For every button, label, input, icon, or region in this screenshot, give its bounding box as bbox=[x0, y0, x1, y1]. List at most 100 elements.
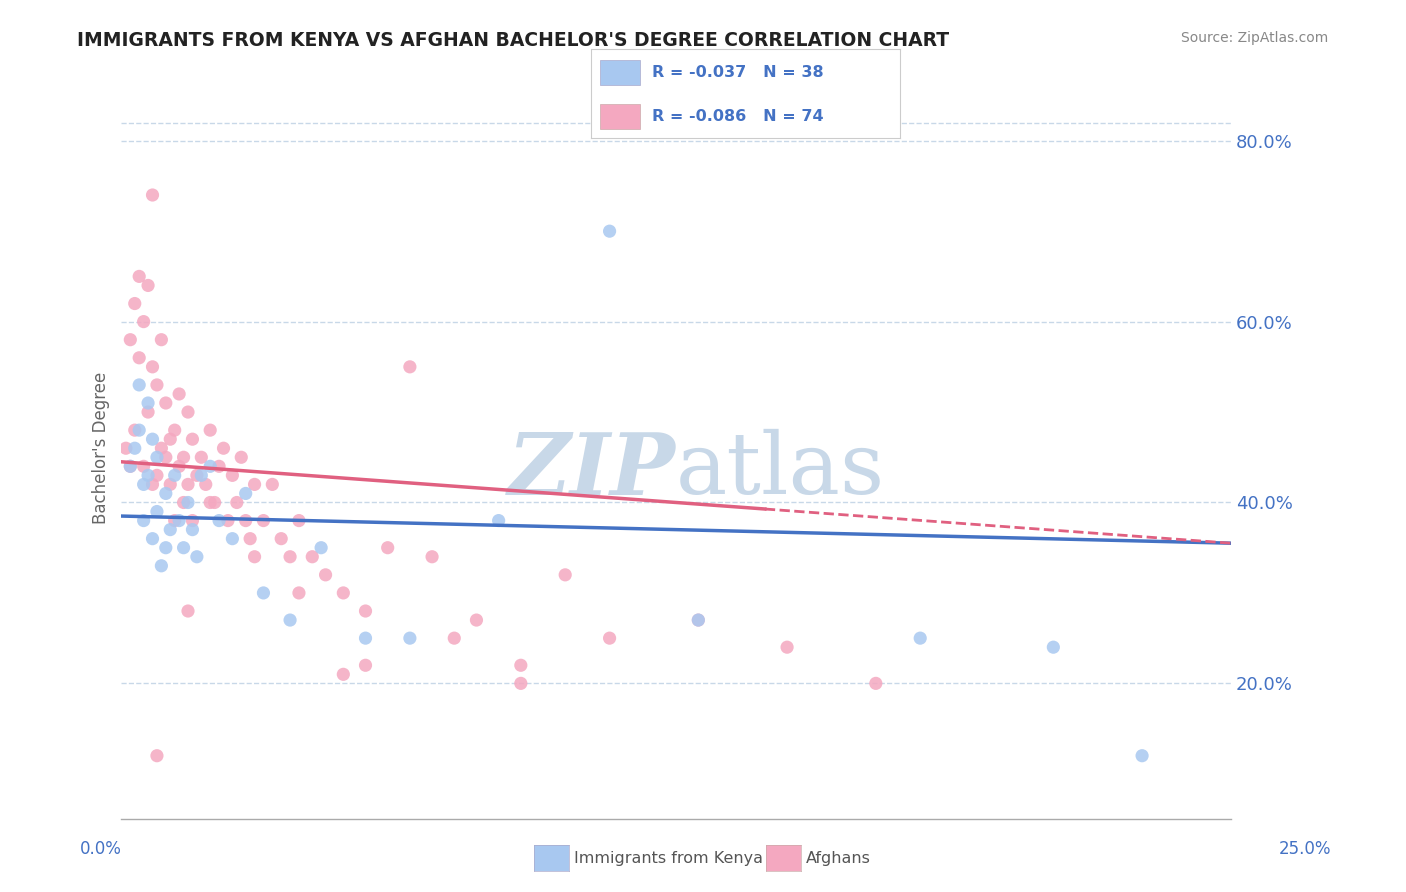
Point bbox=[208, 459, 231, 474]
Point bbox=[186, 549, 208, 564]
Point bbox=[332, 667, 354, 681]
Point bbox=[1042, 640, 1064, 655]
Point bbox=[354, 604, 377, 618]
Point bbox=[115, 441, 138, 455]
Point bbox=[262, 477, 284, 491]
Point bbox=[243, 477, 266, 491]
Point bbox=[159, 523, 181, 537]
Point bbox=[141, 532, 163, 546]
Point bbox=[181, 432, 204, 446]
Point bbox=[181, 514, 204, 528]
Point bbox=[163, 423, 186, 437]
Point bbox=[1130, 748, 1153, 763]
Point bbox=[146, 504, 169, 518]
Point bbox=[173, 495, 195, 509]
Point bbox=[177, 604, 200, 618]
Point bbox=[128, 269, 150, 284]
Point bbox=[159, 477, 181, 491]
Point bbox=[150, 333, 173, 347]
Point bbox=[136, 405, 159, 419]
Point bbox=[163, 468, 186, 483]
Text: Afghans: Afghans bbox=[806, 851, 870, 865]
Point bbox=[288, 514, 311, 528]
Text: Source: ZipAtlas.com: Source: ZipAtlas.com bbox=[1181, 31, 1329, 45]
Point bbox=[315, 567, 337, 582]
Point bbox=[301, 549, 323, 564]
Point bbox=[252, 586, 274, 600]
Text: 0.0%: 0.0% bbox=[80, 840, 122, 858]
Point bbox=[124, 441, 146, 455]
Text: ZIP: ZIP bbox=[508, 429, 676, 512]
Point bbox=[136, 468, 159, 483]
Point bbox=[155, 486, 177, 500]
Point bbox=[159, 432, 181, 446]
Y-axis label: Bachelor's Degree: Bachelor's Degree bbox=[93, 372, 110, 524]
Text: atlas: atlas bbox=[676, 429, 886, 512]
Point bbox=[278, 549, 301, 564]
FancyBboxPatch shape bbox=[600, 104, 640, 129]
Text: 25.0%: 25.0% bbox=[1278, 840, 1331, 858]
Point bbox=[141, 359, 163, 374]
Point bbox=[132, 315, 155, 329]
Point bbox=[270, 532, 292, 546]
Point bbox=[146, 450, 169, 465]
Point bbox=[554, 567, 576, 582]
Point bbox=[146, 748, 169, 763]
Point bbox=[163, 514, 186, 528]
Text: IMMIGRANTS FROM KENYA VS AFGHAN BACHELOR'S DEGREE CORRELATION CHART: IMMIGRANTS FROM KENYA VS AFGHAN BACHELOR… bbox=[77, 31, 949, 50]
Point bbox=[132, 459, 155, 474]
Point bbox=[217, 514, 239, 528]
Point bbox=[221, 532, 243, 546]
Point bbox=[288, 586, 311, 600]
Point bbox=[599, 224, 621, 238]
Point bbox=[332, 586, 354, 600]
Point bbox=[688, 613, 710, 627]
Point bbox=[488, 514, 510, 528]
Point bbox=[186, 468, 208, 483]
FancyBboxPatch shape bbox=[600, 60, 640, 85]
Point bbox=[443, 631, 465, 645]
Point bbox=[908, 631, 931, 645]
Point bbox=[120, 459, 142, 474]
Point bbox=[173, 450, 195, 465]
Point bbox=[150, 558, 173, 573]
Point bbox=[509, 658, 531, 673]
Point bbox=[141, 432, 163, 446]
Point bbox=[399, 631, 422, 645]
Point bbox=[167, 387, 190, 401]
Point bbox=[141, 477, 163, 491]
Point bbox=[509, 676, 531, 690]
Point bbox=[155, 396, 177, 410]
Point bbox=[231, 450, 253, 465]
Point bbox=[136, 278, 159, 293]
Point bbox=[399, 359, 422, 374]
Point bbox=[688, 613, 710, 627]
Point bbox=[865, 676, 887, 690]
Point bbox=[198, 495, 221, 509]
Point bbox=[128, 351, 150, 365]
Point bbox=[132, 514, 155, 528]
Point bbox=[132, 477, 155, 491]
Point bbox=[141, 188, 163, 202]
Text: R = -0.086   N = 74: R = -0.086 N = 74 bbox=[652, 110, 824, 124]
Text: R = -0.037   N = 38: R = -0.037 N = 38 bbox=[652, 65, 824, 79]
Point bbox=[599, 631, 621, 645]
Point bbox=[155, 541, 177, 555]
Point bbox=[198, 423, 221, 437]
Point bbox=[155, 450, 177, 465]
Point bbox=[124, 423, 146, 437]
Point bbox=[150, 441, 173, 455]
Point bbox=[243, 549, 266, 564]
Point bbox=[354, 658, 377, 673]
Point bbox=[239, 532, 262, 546]
Point bbox=[177, 477, 200, 491]
Point bbox=[128, 423, 150, 437]
Point bbox=[177, 405, 200, 419]
Point bbox=[190, 468, 212, 483]
Point bbox=[146, 468, 169, 483]
Point bbox=[173, 541, 195, 555]
Point bbox=[167, 459, 190, 474]
Point bbox=[212, 441, 235, 455]
Point bbox=[146, 378, 169, 392]
Point bbox=[377, 541, 399, 555]
